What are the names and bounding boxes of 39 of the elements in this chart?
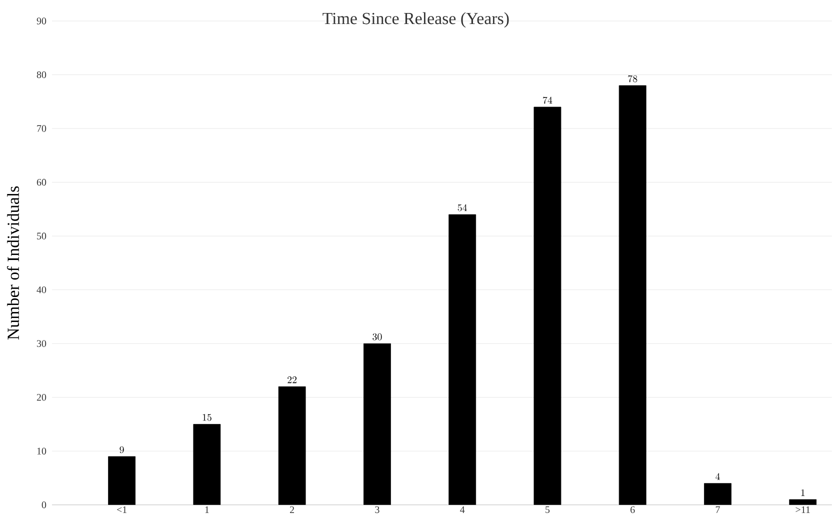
data-label: 15 — [202, 414, 212, 421]
y-tick-label: 80 — [36, 71, 46, 78]
y-tick-label: 30 — [36, 340, 46, 347]
x-tick-label: 2 — [290, 506, 294, 514]
x-tick-label: 5 — [546, 506, 550, 514]
x-tick-label: 7 — [716, 506, 720, 513]
data-label: 54 — [458, 204, 468, 212]
y-tick-label: 50 — [37, 232, 46, 240]
y-tick-label: 90 — [36, 18, 46, 24]
bar — [193, 424, 221, 505]
data-label: 1 — [801, 489, 805, 496]
y-tick-label: 60 — [36, 178, 46, 186]
bar — [534, 106, 562, 505]
bar — [704, 483, 732, 505]
bar — [108, 456, 136, 505]
bar — [278, 386, 306, 505]
y-axis-title: Number of Individuals — [6, 186, 20, 340]
bar — [448, 214, 476, 505]
x-tick-label: 1 — [205, 506, 209, 514]
y-tick-label: 20 — [36, 394, 46, 401]
x-tick-label: 6 — [630, 506, 635, 514]
bar — [364, 343, 391, 505]
y-tick-label: 0 — [42, 502, 46, 508]
data-label: 4 — [716, 473, 720, 480]
y-tick-label: 70 — [37, 125, 46, 132]
bar — [618, 85, 646, 505]
chart-title: Time Since Release (Years) — [322, 12, 509, 28]
data-label: 78 — [628, 75, 638, 82]
data-label: 22 — [288, 376, 297, 384]
data-label: 9 — [120, 446, 124, 454]
x-tick-label: 3 — [375, 506, 380, 514]
y-tick-label: 40 — [36, 286, 46, 294]
data-label: 74 — [543, 96, 552, 104]
bar — [789, 499, 817, 505]
data-label: 30 — [372, 333, 382, 340]
x-tick-label: >11 — [796, 506, 810, 514]
x-tick-label: <1 — [117, 506, 127, 514]
x-tick-label: 4 — [460, 506, 465, 514]
y-tick-label: 10 — [37, 448, 46, 455]
